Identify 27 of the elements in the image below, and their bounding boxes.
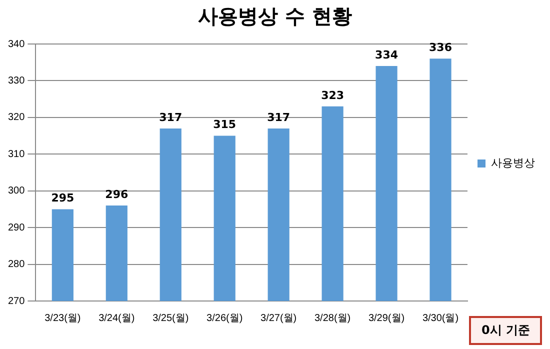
x-tick-label: 3/28(월) <box>314 312 351 324</box>
x-tick-label: 3/24(월) <box>98 312 135 324</box>
x-tick-label: 3/29(월) <box>368 312 405 324</box>
y-tick-label: 270 <box>8 296 26 307</box>
y-tick-label: 280 <box>8 259 26 270</box>
data-label: 317 <box>267 110 290 124</box>
data-label: 323 <box>321 88 344 102</box>
data-label: 315 <box>213 118 236 132</box>
y-tick-label: 310 <box>8 148 26 160</box>
chart-title: 사용병상 수 현황 <box>198 4 352 28</box>
x-tick-label: 3/30(월) <box>422 312 459 324</box>
x-tick-label: 3/26(월) <box>206 312 243 324</box>
data-label: 296 <box>105 188 128 201</box>
y-tick-label: 300 <box>8 186 26 197</box>
y-tick-label: 290 <box>8 222 26 234</box>
x-tick-label: 3/23(월) <box>44 312 81 324</box>
y-tick-label: 340 <box>8 38 26 50</box>
x-tick-label: 3/25(월) <box>152 312 189 324</box>
data-label: 334 <box>375 48 398 62</box>
data-label: 295 <box>51 192 74 205</box>
data-label: 317 <box>159 110 182 124</box>
y-tick-label: 330 <box>8 75 26 86</box>
y-tick-label: 320 <box>8 112 26 124</box>
text: 0시 기준 <box>469 316 542 345</box>
legend-label: 사용병상 <box>491 158 535 170</box>
data-label: 336 <box>429 41 452 54</box>
x-tick-label: 3/27(월) <box>260 312 297 324</box>
